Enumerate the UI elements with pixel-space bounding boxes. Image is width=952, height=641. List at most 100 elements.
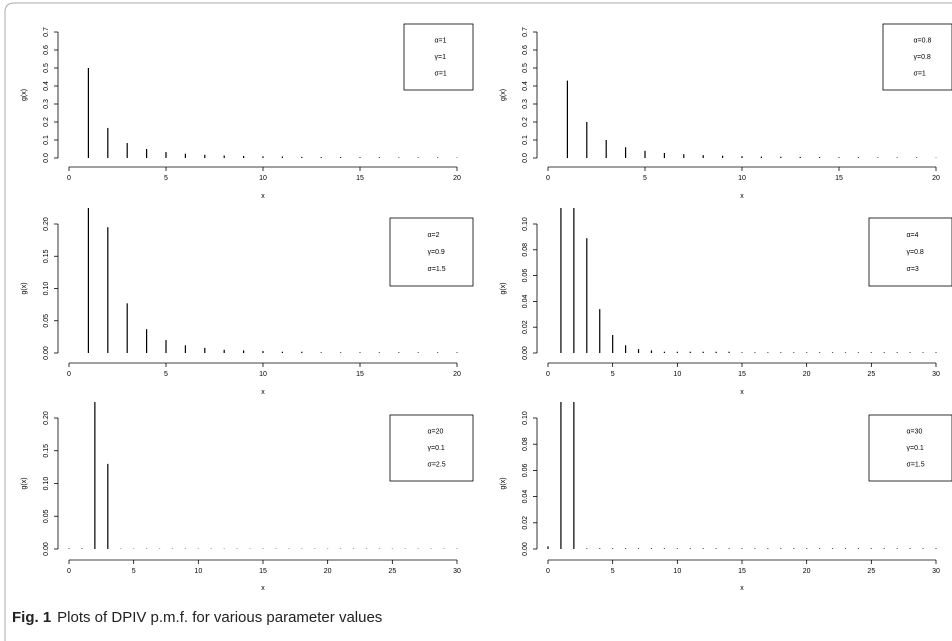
y-tick-label: 0.00: [522, 542, 529, 556]
legend-entry: γ=0.9: [428, 249, 445, 256]
x-tick-label: 10: [194, 568, 202, 575]
y-tick-label: 0.6: [43, 45, 50, 55]
x-tick-label: 0: [67, 371, 71, 378]
legend-entry: α=4: [907, 232, 919, 239]
x-tick-label: 15: [738, 568, 746, 575]
y-tick-label: 0.00: [522, 346, 529, 360]
legend-entry: α=1: [435, 37, 447, 44]
caption-text: Plots of DPIV p.m.f. for various paramet…: [57, 609, 382, 626]
x-axis-label: x: [261, 193, 265, 200]
plot-area: [87, 68, 458, 158]
y-tick-label: 0.05: [43, 314, 50, 328]
x-axis-label: x: [261, 585, 265, 592]
y-tick-label: 0.10: [43, 282, 50, 296]
y-tick-label: 0.2: [43, 117, 50, 127]
plot-area: [560, 208, 937, 353]
y-axis-label: g(x): [500, 282, 507, 294]
x-tick-label: 10: [259, 175, 267, 182]
legend-box: [389, 217, 474, 287]
y-tick-label: 0.20: [43, 217, 50, 231]
y-tick-label: 0.5: [522, 63, 529, 73]
x-tick-label: 25: [388, 568, 396, 575]
legend-entry: σ=1.5: [428, 266, 446, 273]
x-axis-label: x: [740, 389, 744, 396]
legend-entry: γ=0.8: [914, 54, 931, 61]
x-tick-label: 15: [356, 175, 364, 182]
x-tick-label: 15: [835, 175, 843, 182]
x-axis-label: x: [740, 193, 744, 200]
y-tick-label: 0.05: [43, 509, 50, 523]
x-tick-label: 20: [324, 568, 332, 575]
x-tick-label: 5: [164, 371, 168, 378]
y-tick-label: 0.02: [522, 516, 529, 530]
x-tick-label: 25: [867, 568, 875, 575]
x-tick-label: 30: [932, 371, 940, 378]
x-tick-label: 0: [546, 568, 550, 575]
x-tick-label: 5: [611, 371, 615, 378]
x-tick-label: 10: [673, 371, 681, 378]
x-tick-label: 15: [356, 371, 364, 378]
x-tick-label: 10: [738, 175, 746, 182]
legend-entry: σ=2.5: [428, 461, 446, 468]
x-tick-label: 5: [643, 175, 647, 182]
x-tick-label: 0: [546, 371, 550, 378]
legend-box: [868, 217, 952, 287]
y-tick-label: 0.08: [522, 437, 529, 451]
legend-box: [868, 414, 952, 482]
x-tick-label: 10: [259, 371, 267, 378]
y-tick-label: 0.4: [522, 81, 529, 91]
legend-entry: α=0.8: [914, 37, 932, 44]
y-tick-label: 0.15: [43, 249, 50, 263]
x-tick-label: 15: [259, 568, 267, 575]
y-tick-label: 0.3: [522, 99, 529, 109]
x-axis-label: x: [740, 585, 744, 592]
legend-entry: γ=0.8: [907, 249, 924, 256]
caption-label: Fig. 1: [12, 609, 51, 626]
legend-entry: σ=1: [914, 70, 926, 77]
plot-area: [68, 402, 458, 549]
plot-area: [547, 402, 937, 549]
legend-entry: σ=3: [907, 266, 919, 273]
x-tick-label: 0: [546, 175, 550, 182]
legend-entry: σ=1: [435, 70, 447, 77]
y-tick-label: 0.00: [43, 542, 50, 556]
figure-border: [4, 2, 952, 641]
y-tick-label: 0.06: [522, 463, 529, 477]
x-tick-label: 10: [673, 568, 681, 575]
y-tick-label: 0.4: [43, 81, 50, 91]
x-tick-label: 5: [611, 568, 615, 575]
legend-entry: σ=1.5: [907, 461, 925, 468]
y-tick-label: 0.02: [522, 320, 529, 334]
x-tick-label: 20: [803, 568, 811, 575]
x-tick-label: 20: [453, 371, 461, 378]
y-tick-label: 0.7: [43, 27, 50, 37]
x-tick-label: 20: [932, 175, 940, 182]
x-tick-label: 0: [67, 568, 71, 575]
caption: Fig. 1 Plots of DPIV p.m.f. for various p…: [12, 609, 382, 626]
y-tick-label: 0.00: [43, 346, 50, 360]
y-axis-label: g(x): [500, 477, 507, 489]
y-axis-label: g(x): [21, 89, 28, 101]
y-tick-label: 0.6: [522, 45, 529, 55]
y-axis-label: g(x): [500, 89, 507, 101]
legend-entry: α=30: [907, 428, 923, 435]
y-axis-label: g(x): [21, 477, 28, 489]
y-tick-label: 0.1: [522, 135, 529, 145]
y-tick-label: 0.10: [522, 217, 529, 231]
legend-entry: γ=0.1: [428, 445, 445, 452]
legend-entry: γ=1: [435, 54, 447, 61]
y-tick-label: 0.0: [522, 153, 529, 163]
y-tick-label: 0.1: [43, 135, 50, 145]
y-tick-label: 0.20: [43, 411, 50, 425]
y-tick-label: 0.2: [522, 117, 529, 127]
legend-box: [389, 414, 474, 482]
y-tick-label: 0.0: [43, 153, 50, 163]
y-tick-label: 0.08: [522, 243, 529, 257]
legend-box: [403, 23, 474, 91]
x-tick-label: 15: [738, 371, 746, 378]
y-axis-label: g(x): [21, 282, 28, 294]
y-tick-label: 0.5: [43, 63, 50, 73]
x-tick-label: 20: [803, 371, 811, 378]
